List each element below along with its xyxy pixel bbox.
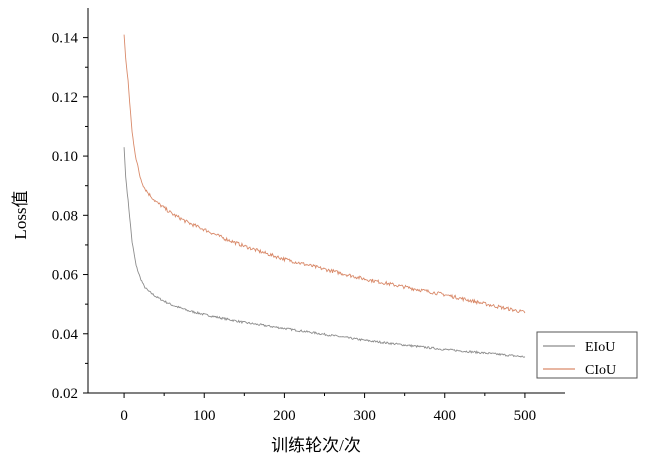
y-tick-label: 0.04	[52, 327, 79, 343]
y-tick-label: 0.14	[52, 31, 79, 47]
x-axis-title: 训练轮次/次	[271, 436, 361, 455]
x-axis: 0 100 200 300 400 500	[120, 393, 536, 424]
legend-label-eiou: EIoU	[585, 340, 615, 355]
y-tick-label: 0.02	[52, 386, 78, 402]
y-tick-label: 0.08	[52, 208, 78, 224]
y-tick-label: 0.10	[52, 149, 78, 165]
x-tick-label: 500	[514, 408, 537, 424]
plot-frame	[87, 8, 565, 394]
series-line-eiou	[123, 147, 526, 358]
y-tick-label: 0.06	[52, 268, 79, 284]
x-tick-label: 400	[433, 408, 456, 424]
y-axis-title: Loss值	[11, 190, 30, 239]
y-axis: 0.02 0.04 0.06 0.08 0.10 0.12 0.14	[52, 31, 88, 402]
x-tick-label: 300	[353, 408, 376, 424]
x-tick-label: 0	[120, 408, 128, 424]
legend-label-ciou: CIoU	[585, 363, 616, 378]
y-tick-label: 0.12	[52, 90, 78, 106]
x-tick-label: 100	[193, 408, 216, 424]
x-tick-label: 200	[273, 408, 296, 424]
legend: EIoU CIoU	[536, 331, 638, 379]
legend-box	[536, 331, 638, 379]
series-layer	[123, 34, 526, 358]
series-line-ciou	[123, 34, 526, 314]
